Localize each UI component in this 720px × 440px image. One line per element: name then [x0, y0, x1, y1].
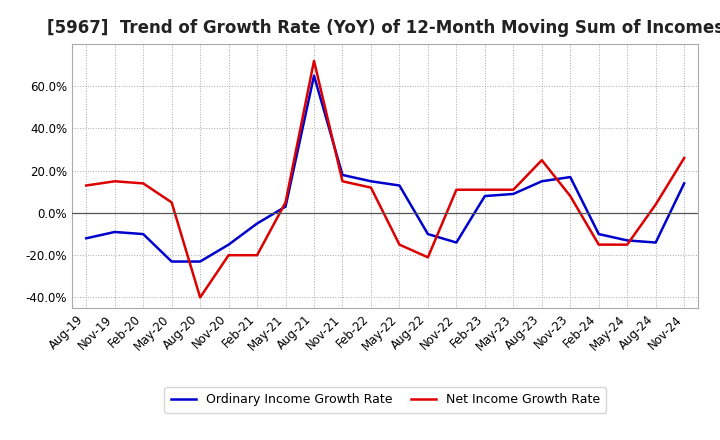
Net Income Growth Rate [110, 179, 119, 184]
Line: Net Income Growth Rate: Net Income Growth Rate [86, 61, 684, 297]
Ordinary Income Growth Rate [680, 181, 688, 186]
Ordinary Income Growth Rate [652, 240, 660, 245]
Ordinary Income Growth Rate [623, 238, 631, 243]
Net Income Growth Rate [282, 200, 290, 205]
Net Income Growth Rate [196, 295, 204, 300]
Net Income Growth Rate [537, 158, 546, 163]
Title: [5967]  Trend of Growth Rate (YoY) of 12-Month Moving Sum of Incomes: [5967] Trend of Growth Rate (YoY) of 12-… [47, 19, 720, 37]
Net Income Growth Rate [480, 187, 489, 192]
Legend: Ordinary Income Growth Rate, Net Income Growth Rate: Ordinary Income Growth Rate, Net Income … [164, 387, 606, 413]
Net Income Growth Rate [509, 187, 518, 192]
Net Income Growth Rate [423, 255, 432, 260]
Ordinary Income Growth Rate [139, 231, 148, 237]
Net Income Growth Rate [595, 242, 603, 247]
Net Income Growth Rate [452, 187, 461, 192]
Ordinary Income Growth Rate [310, 73, 318, 78]
Net Income Growth Rate [139, 181, 148, 186]
Ordinary Income Growth Rate [537, 179, 546, 184]
Net Income Growth Rate [82, 183, 91, 188]
Ordinary Income Growth Rate [196, 259, 204, 264]
Net Income Growth Rate [652, 202, 660, 207]
Ordinary Income Growth Rate [110, 229, 119, 235]
Ordinary Income Growth Rate [167, 259, 176, 264]
Ordinary Income Growth Rate [282, 204, 290, 209]
Net Income Growth Rate [338, 179, 347, 184]
Ordinary Income Growth Rate [395, 183, 404, 188]
Net Income Growth Rate [566, 194, 575, 199]
Net Income Growth Rate [395, 242, 404, 247]
Net Income Growth Rate [310, 58, 318, 63]
Line: Ordinary Income Growth Rate: Ordinary Income Growth Rate [86, 76, 684, 261]
Ordinary Income Growth Rate [366, 179, 375, 184]
Ordinary Income Growth Rate [566, 174, 575, 180]
Ordinary Income Growth Rate [338, 172, 347, 178]
Ordinary Income Growth Rate [253, 221, 261, 226]
Ordinary Income Growth Rate [82, 236, 91, 241]
Net Income Growth Rate [623, 242, 631, 247]
Net Income Growth Rate [680, 155, 688, 161]
Net Income Growth Rate [253, 253, 261, 258]
Net Income Growth Rate [225, 253, 233, 258]
Net Income Growth Rate [167, 200, 176, 205]
Net Income Growth Rate [366, 185, 375, 190]
Ordinary Income Growth Rate [452, 240, 461, 245]
Ordinary Income Growth Rate [225, 242, 233, 247]
Ordinary Income Growth Rate [595, 231, 603, 237]
Ordinary Income Growth Rate [509, 191, 518, 197]
Ordinary Income Growth Rate [423, 231, 432, 237]
Ordinary Income Growth Rate [480, 194, 489, 199]
